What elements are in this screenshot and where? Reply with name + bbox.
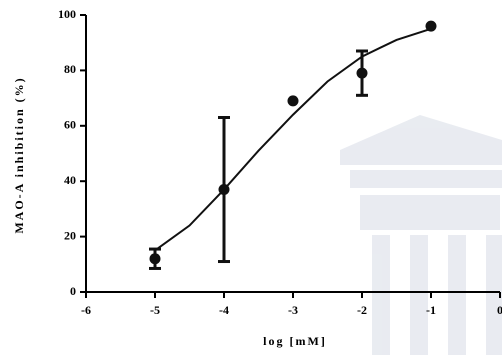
x-tick-label: -4 [219,303,229,317]
y-tick-label: 0 [70,284,76,298]
data-point [287,95,299,107]
data-point [425,20,437,32]
x-tick-label: -1 [426,303,436,317]
y-tick-label: 100 [58,7,76,21]
fit-curve [154,27,432,252]
x-tick-label: 0 [497,303,502,317]
x-tick-label: -3 [288,303,298,317]
x-tick-label: -2 [357,303,367,317]
data-point [218,184,230,196]
y-tick-label: 80 [64,62,76,76]
x-tick-label: -6 [81,303,91,317]
y-tick-label: 40 [64,173,76,187]
watermark [340,115,502,355]
data-point [149,253,161,265]
data-point [356,67,368,79]
x-tick-label: -5 [150,303,160,317]
y-tick-label: 60 [64,118,76,132]
y-tick-label: 20 [64,228,76,242]
y-axis-title: MAO-A inhibition (%) [12,76,26,233]
x-axis-title: log [mM] [263,334,327,348]
